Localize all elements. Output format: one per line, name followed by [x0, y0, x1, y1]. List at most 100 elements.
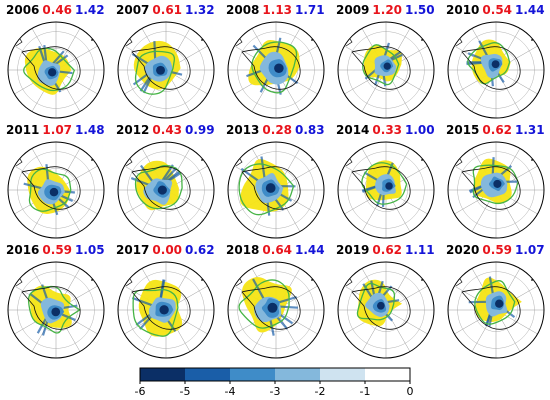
- panel-value-blue: 1.71: [295, 3, 325, 17]
- panel-value-red: 0.62: [482, 123, 513, 137]
- panel-title: 2010 0.54 1.44: [446, 3, 545, 17]
- panel-year: 2019: [336, 243, 370, 257]
- polar-map: [7, 21, 105, 119]
- map-panel-2010: 2010 0.54 1.44: [440, 0, 550, 120]
- polar-map: [7, 141, 105, 239]
- panel-value-blue: 1.05: [75, 243, 105, 257]
- panel-value-blue: 1.32: [185, 3, 215, 17]
- colorbar-tick-label: -2: [315, 385, 326, 398]
- map-panel-2015: 2015 0.62 1.31: [440, 120, 550, 240]
- panel-year: 2008: [226, 3, 260, 17]
- map-panel-2011: 2011 1.07 1.48: [0, 120, 110, 240]
- panel-title: 2019 0.62 1.11: [336, 243, 435, 257]
- panel-title: 2014 0.33 1.00: [336, 123, 435, 137]
- panel-value-red: 0.54: [482, 3, 513, 17]
- panel-title: 2009 1.20 1.50: [336, 3, 435, 17]
- panel-year: 2006: [6, 3, 40, 17]
- panel-value-red: 0.46: [42, 3, 73, 17]
- panel-value-red: 0.61: [152, 3, 183, 17]
- map-panel-2019: 2019 0.62 1.11: [330, 240, 440, 360]
- panel-value-blue: 1.42: [75, 3, 105, 17]
- panel-year: 2013: [226, 123, 260, 137]
- map-panel-2013: 2013 0.28 0.83: [220, 120, 330, 240]
- panel-value-red: 0.59: [482, 243, 513, 257]
- colorbar-tick-label: -5: [180, 385, 191, 398]
- polar-map: [447, 261, 545, 359]
- polar-map: [337, 21, 435, 119]
- map-panel-2007: 2007 0.61 1.32: [110, 0, 220, 120]
- panel-title: 2013 0.28 0.83: [226, 123, 325, 137]
- panel-year: 2010: [446, 3, 480, 17]
- panel-title: 2007 0.61 1.32: [116, 3, 215, 17]
- panel-title: 2008 1.13 1.71: [226, 3, 325, 17]
- map-panel-2014: 2014 0.33 1.00: [330, 120, 440, 240]
- panel-value-blue: 1.44: [515, 3, 545, 17]
- colorbar-segment: [140, 368, 185, 381]
- colorbar-segment: [275, 368, 320, 381]
- map-panel-2017: 2017 0.00 0.62: [110, 240, 220, 360]
- polar-map: [117, 141, 215, 239]
- panel-value-blue: 0.99: [185, 123, 215, 137]
- polar-map: [227, 141, 325, 239]
- panel-title: 2018 0.64 1.44: [226, 243, 325, 257]
- panel-value-blue: 1.00: [405, 123, 435, 137]
- polar-map: [117, 21, 215, 119]
- panel-value-red: 0.62: [372, 243, 403, 257]
- map-panel-grid: 2006 0.46 1.42 2007 0.61 1.32 2008 1.13 1.71 2009…: [0, 0, 550, 360]
- polar-map: [227, 21, 325, 119]
- colorbar-tick-label: -4: [225, 385, 236, 398]
- map-panel-2008: 2008 1.13 1.71: [220, 0, 330, 120]
- panel-title: 2017 0.00 0.62: [116, 243, 215, 257]
- polar-map: [337, 141, 435, 239]
- panel-title: 2012 0.43 0.99: [116, 123, 215, 137]
- colorbar-segment: [365, 368, 410, 381]
- map-panel-2016: 2016 0.59 1.05: [0, 240, 110, 360]
- polar-map: [7, 261, 105, 359]
- colorbar-tick-label: 0: [407, 385, 414, 398]
- panel-value-red: 0.28: [262, 123, 293, 137]
- panel-value-blue: 1.50: [405, 3, 435, 17]
- polar-map: [337, 261, 435, 359]
- polar-map: [447, 141, 545, 239]
- colorbar: -6 -5 -4 -3 -2 -1 0: [135, 367, 414, 398]
- panel-value-blue: 1.07: [515, 243, 545, 257]
- panel-year: 2009: [336, 3, 370, 17]
- panel-title: 2006 0.46 1.42: [6, 3, 105, 17]
- panel-value-blue: 1.48: [75, 123, 105, 137]
- panel-year: 2018: [226, 243, 260, 257]
- colorbar-segment: [320, 368, 365, 381]
- colorbar-tick-label: -3: [270, 385, 281, 398]
- panel-value-blue: 1.31: [515, 123, 545, 137]
- panel-value-red: 1.07: [42, 123, 73, 137]
- map-panel-2006: 2006 0.46 1.42: [0, 0, 110, 120]
- panel-year: 2012: [116, 123, 150, 137]
- panel-value-red: 0.43: [152, 123, 183, 137]
- map-panel-2009: 2009 1.20 1.50: [330, 0, 440, 120]
- map-panel-2018: 2018 0.64 1.44: [220, 240, 330, 360]
- panel-title: 2015 0.62 1.31: [446, 123, 545, 137]
- panel-year: 2014: [336, 123, 370, 137]
- panel-value-red: 0.33: [372, 123, 403, 137]
- panel-year: 2011: [6, 123, 40, 137]
- map-panel-2012: 2012 0.43 0.99: [110, 120, 220, 240]
- panel-title: 2016 0.59 1.05: [6, 243, 105, 257]
- panel-value-red: 1.13: [262, 3, 293, 17]
- colorbar-tick-label: -1: [360, 385, 371, 398]
- panel-value-blue: 0.62: [185, 243, 215, 257]
- panel-value-blue: 1.44: [295, 243, 325, 257]
- panel-year: 2007: [116, 3, 150, 17]
- polar-map: [227, 261, 325, 359]
- colorbar-segment: [185, 368, 230, 381]
- panel-title: 2011 1.07 1.48: [6, 123, 105, 137]
- polar-map: [447, 21, 545, 119]
- panel-year: 2015: [446, 123, 480, 137]
- colorbar-segment: [230, 368, 275, 381]
- panel-title: 2020 0.59 1.07: [446, 243, 545, 257]
- panel-year: 2020: [446, 243, 480, 257]
- map-panel-2020: 2020 0.59 1.07: [440, 240, 550, 360]
- panel-value-red: 1.20: [372, 3, 403, 17]
- panel-value-blue: 0.83: [295, 123, 325, 137]
- panel-value-red: 0.59: [42, 243, 73, 257]
- colorbar-tick-label: -6: [135, 385, 146, 398]
- panel-value-blue: 1.11: [405, 243, 435, 257]
